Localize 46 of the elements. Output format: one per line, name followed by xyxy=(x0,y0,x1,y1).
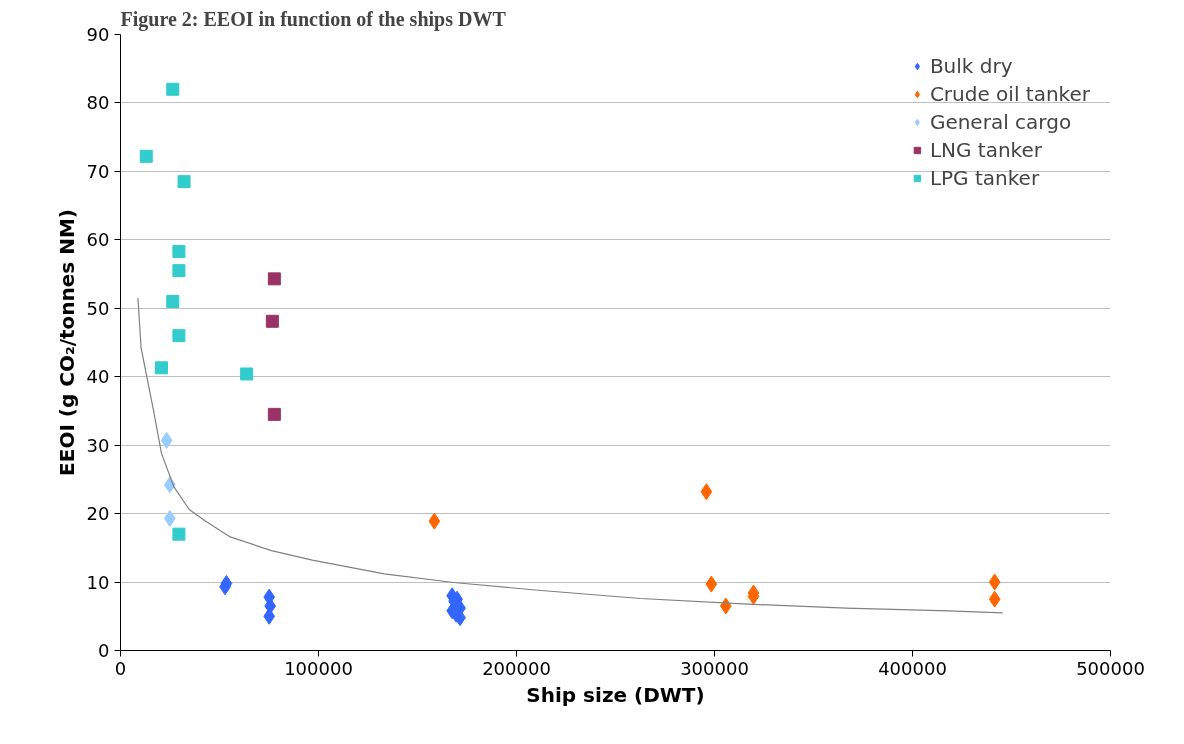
point xyxy=(700,483,713,501)
x-tick-label: 500000 xyxy=(1076,657,1145,679)
point xyxy=(267,407,281,421)
legend-label: Bulk dry xyxy=(929,54,1013,78)
y-tick-label: 90 xyxy=(86,24,110,45)
point xyxy=(139,149,153,163)
point xyxy=(172,329,186,343)
y-tick-label: 80 xyxy=(86,92,110,114)
y-tick-label: 60 xyxy=(86,229,110,251)
y-tick-label: 10 xyxy=(86,571,110,593)
x-tick-label: 0 xyxy=(114,657,127,679)
point xyxy=(267,272,281,286)
legend-label: LNG tanker xyxy=(929,138,1043,162)
legend-label: General cargo xyxy=(929,110,1072,134)
line-series xyxy=(137,297,1004,614)
point xyxy=(988,573,1001,591)
y-tick-label: 50 xyxy=(86,297,110,319)
point xyxy=(172,527,186,541)
point xyxy=(705,575,718,593)
point xyxy=(154,361,168,375)
x-tick-label: 300000 xyxy=(680,657,749,679)
point xyxy=(265,314,279,328)
legend-label: Crude oil tanker xyxy=(929,82,1090,106)
y-axis-title: EEOI (g CO₂/tonnes NM) xyxy=(54,209,79,476)
legend-label: LPG tanker xyxy=(929,166,1040,190)
x-axis-title: Ship size (DWT) xyxy=(526,682,705,707)
point xyxy=(428,512,441,530)
point xyxy=(160,431,173,449)
point xyxy=(988,590,1001,608)
point xyxy=(172,264,186,278)
point xyxy=(166,294,180,308)
y-tick-label: 0 xyxy=(98,640,110,661)
chart-title: Figure 2: EEOI in function of the ships DWT xyxy=(120,7,507,31)
x-tick-label: 200000 xyxy=(482,657,551,679)
y-tick-label: 20 xyxy=(86,503,110,525)
point xyxy=(177,175,191,189)
point xyxy=(240,367,254,381)
y-tick-label: 30 xyxy=(86,434,110,456)
y-tick-label: 70 xyxy=(86,160,110,182)
x-tick-label: 100000 xyxy=(284,657,353,679)
point xyxy=(163,509,176,527)
y-tick-label: 40 xyxy=(86,366,110,388)
point xyxy=(166,82,180,96)
point xyxy=(220,574,233,592)
x-tick-label: 400000 xyxy=(878,657,947,679)
point xyxy=(172,244,186,258)
